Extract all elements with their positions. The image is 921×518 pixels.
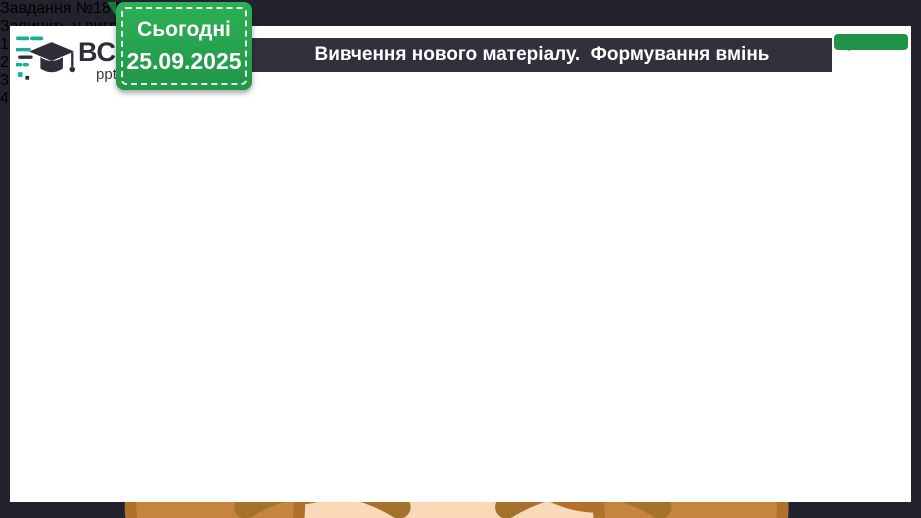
slide-background bbox=[10, 26, 911, 502]
page-title: Завдання №187 bbox=[0, 0, 120, 17]
date-badge-fold bbox=[107, 2, 116, 16]
date-badge-value: 25.09.2025 bbox=[126, 47, 242, 74]
date-badge-title: Сьогодні bbox=[137, 17, 231, 41]
date-badge-dashed-border bbox=[121, 7, 247, 85]
level-badge: 3 рівень bbox=[834, 34, 908, 112]
lesson-stage-text: Вивчення нового матеріалу. Формування вм… bbox=[314, 44, 770, 65]
graduation-cap-icon bbox=[16, 36, 76, 80]
level-badge-scroll-roll bbox=[834, 34, 908, 50]
lesson-stage-header: Вивчення нового матеріалу. Формування вм… bbox=[252, 38, 832, 72]
date-badge: Сьогодні 25.09.2025 bbox=[107, 2, 252, 90]
